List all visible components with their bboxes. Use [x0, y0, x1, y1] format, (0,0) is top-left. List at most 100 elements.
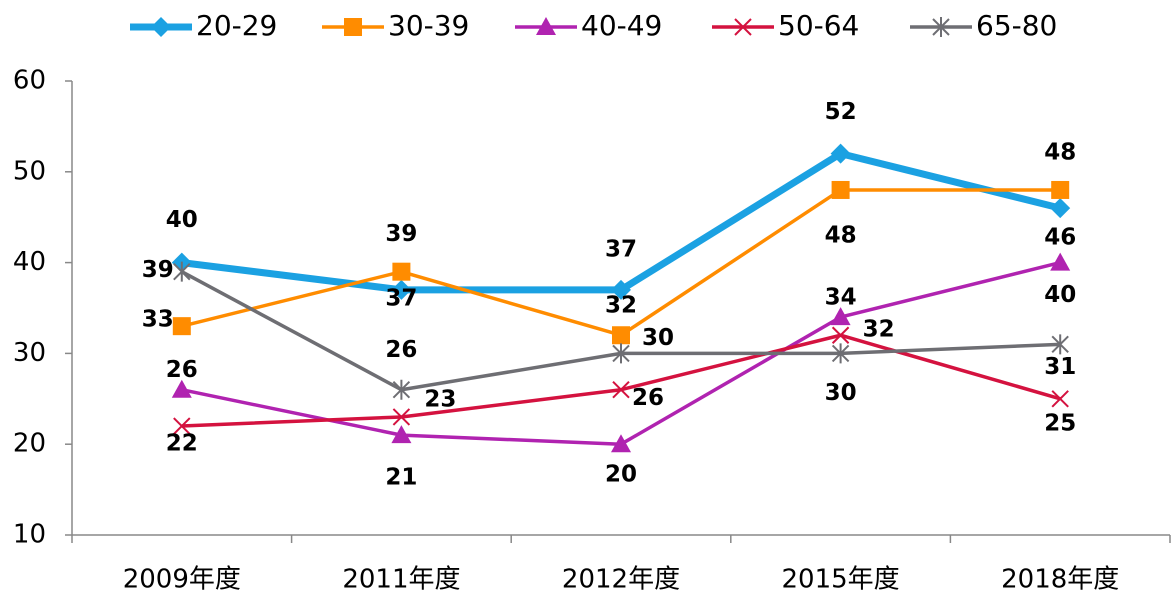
data-point [831, 180, 850, 199]
legend-marker [536, 17, 556, 35]
data-label: 34 [825, 285, 857, 311]
legend-label: 20-29 [196, 9, 277, 42]
marker-shape [612, 326, 630, 345]
data-label: 30 [825, 380, 857, 406]
marker-shape [831, 343, 850, 364]
marker-shape [932, 17, 950, 37]
marker-shape [172, 317, 191, 336]
data-point [392, 408, 411, 426]
marker-shape [344, 18, 362, 36]
marker-shape [173, 417, 191, 435]
data-label: 48 [825, 222, 857, 248]
marker-shape [392, 379, 411, 400]
data-point [173, 417, 191, 435]
legend-marker [344, 18, 362, 36]
data-point [612, 326, 630, 345]
data-point [1050, 252, 1071, 271]
y-tick-label: 40 [13, 247, 46, 277]
data-point [611, 434, 631, 453]
marker-shape [611, 434, 631, 453]
y-tick-label: 60 [13, 66, 46, 96]
marker-shape [611, 279, 631, 300]
data-label: 23 [424, 386, 456, 412]
y-tick-label: 20 [13, 429, 46, 459]
marker-shape [830, 307, 851, 326]
data-point [831, 326, 850, 344]
data-point [1051, 390, 1069, 408]
marker-shape [612, 343, 630, 364]
marker-shape [612, 381, 630, 399]
legend-marker [932, 17, 950, 37]
data-label: 26 [166, 357, 198, 383]
data-label: 37 [605, 236, 637, 262]
data-point [391, 425, 412, 444]
marker-shape [391, 425, 412, 444]
marker-shape [1051, 334, 1069, 355]
marker-shape [391, 279, 412, 300]
data-label: 21 [385, 465, 417, 491]
data-point [612, 343, 630, 364]
marker-shape [151, 17, 171, 37]
marker-shape [831, 180, 850, 199]
data-label: 26 [632, 385, 664, 411]
series-line [181, 150, 1062, 294]
marker-shape [1050, 198, 1071, 219]
marker-shape [830, 143, 851, 164]
marker-shape [1051, 180, 1070, 199]
data-point [1050, 198, 1071, 219]
y-tick-label: 50 [13, 156, 46, 186]
data-point [391, 279, 412, 300]
data-label: 39 [385, 221, 417, 247]
data-point [830, 307, 851, 326]
legend-label: 30-39 [388, 9, 469, 42]
marker-shape [536, 17, 556, 35]
x-tick-label: 2012年度 [562, 565, 680, 595]
data-label: 40 [1044, 282, 1076, 308]
data-label: 46 [1044, 225, 1076, 251]
x-tick-label: 2011年度 [342, 565, 460, 595]
data-point [172, 317, 191, 336]
x-tick-label: 2018年度 [1001, 565, 1119, 595]
data-label: 25 [1044, 410, 1076, 436]
marker-shape [1050, 252, 1071, 271]
marker-shape [171, 379, 192, 398]
data-label: 39 [142, 257, 174, 283]
data-point [831, 343, 850, 364]
data-label: 48 [1044, 139, 1076, 165]
legend-marker [734, 18, 752, 36]
data-label: 52 [825, 99, 857, 125]
data-point [611, 279, 631, 300]
data-label: 31 [1044, 354, 1076, 380]
data-label: 26 [385, 337, 417, 363]
data-point [1051, 180, 1070, 199]
data-label: 33 [142, 307, 174, 333]
y-tick-label: 30 [13, 338, 46, 368]
data-point [830, 143, 851, 164]
data-point [1051, 334, 1069, 355]
data-label: 32 [863, 317, 895, 343]
marker-shape [392, 408, 411, 426]
marker-shape [392, 262, 411, 281]
legend-label: 50-64 [778, 9, 859, 42]
data-label: 32 [605, 293, 637, 319]
data-label: 20 [605, 462, 637, 488]
x-tick-label: 2009年度 [123, 565, 241, 595]
data-label: 22 [166, 431, 198, 457]
data-point [392, 379, 411, 400]
marker-shape [831, 326, 850, 344]
legend-label: 65-80 [976, 9, 1057, 42]
legend-marker [151, 17, 171, 37]
x-tick-label: 2015年度 [782, 565, 900, 595]
data-point [612, 381, 630, 399]
data-label: 30 [642, 325, 674, 351]
marker-shape [734, 18, 752, 36]
data-point [171, 379, 192, 398]
marker-shape [173, 261, 191, 282]
data-point [173, 261, 191, 282]
data-point [392, 262, 411, 281]
y-tick-label: 10 [13, 520, 46, 550]
legend-label: 40-49 [581, 9, 662, 42]
data-label: 40 [166, 207, 198, 233]
data-label: 37 [385, 285, 417, 311]
